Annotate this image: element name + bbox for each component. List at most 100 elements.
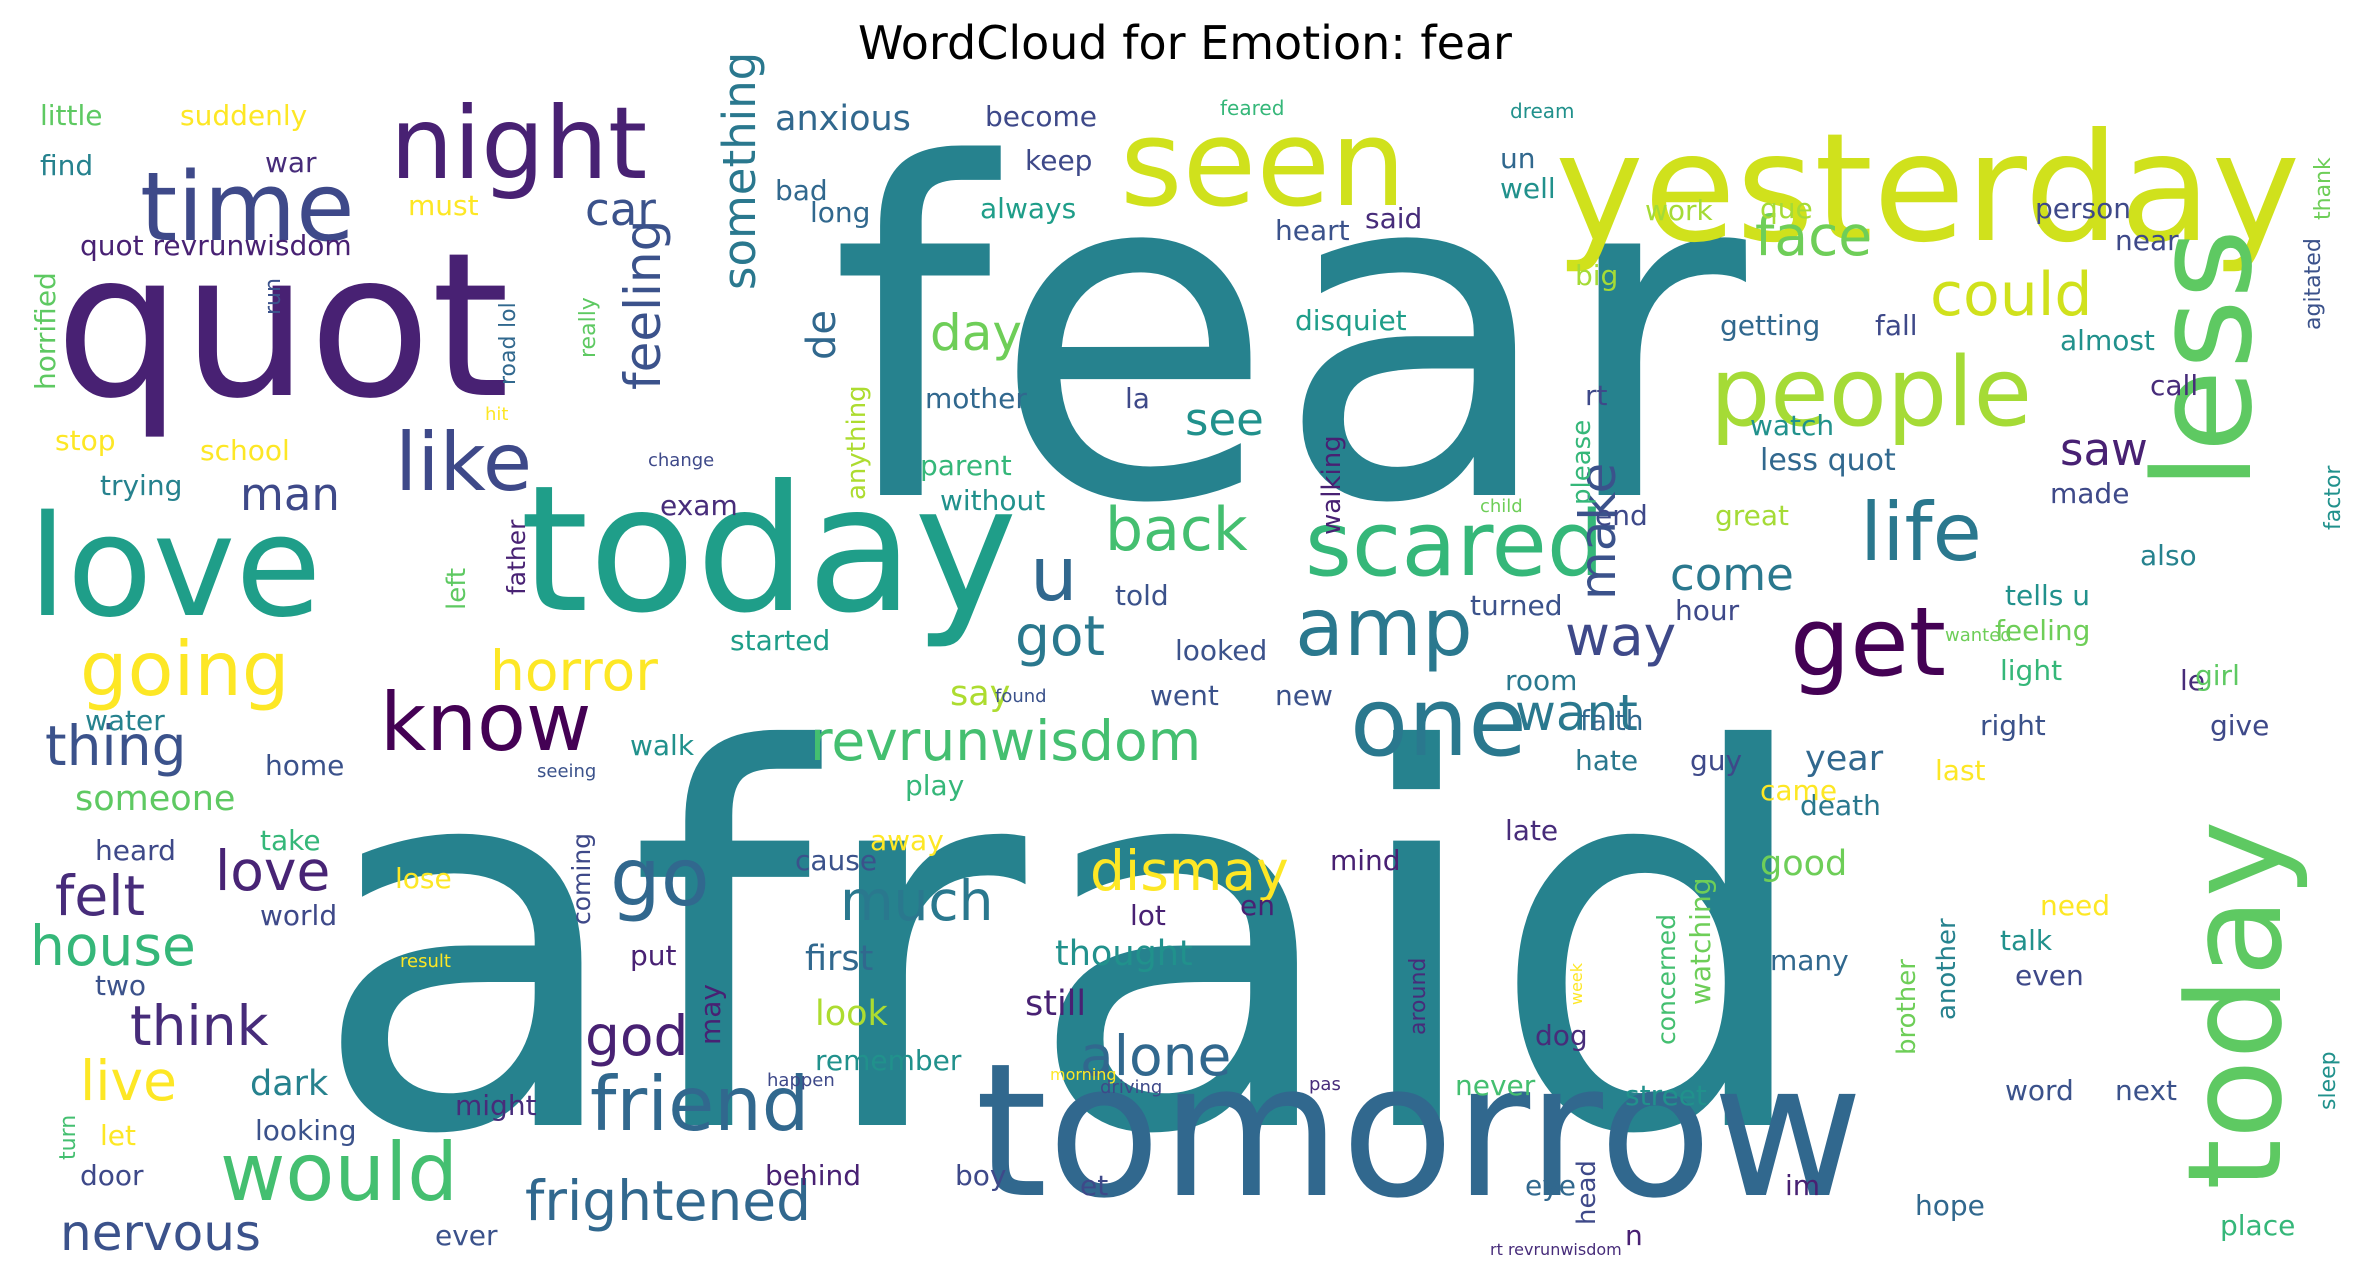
word-first: first (805, 939, 873, 979)
word-let: let (100, 1119, 136, 1152)
word-suddenly: suddenly (180, 99, 307, 132)
word-thing: thing (45, 714, 186, 778)
word-feeling: feeling (1995, 614, 2090, 647)
word-school: school (200, 434, 290, 467)
word-take: take (260, 824, 321, 857)
word-street: street (1625, 1079, 1707, 1112)
word-last: last (1935, 754, 1986, 787)
word-right: right (1980, 709, 2046, 742)
word-scared: scared (1305, 492, 1604, 597)
word-like: like (395, 416, 532, 509)
word-faith: faith (1580, 704, 1644, 737)
word-love: love (215, 839, 330, 903)
word-today: today (2159, 820, 2311, 1190)
word-la: la (1125, 382, 1150, 415)
word-sleep: sleep (2316, 1051, 2341, 1110)
word-face: face (1755, 204, 1872, 268)
word-rt: rt (1585, 379, 1608, 412)
word-quot: quot (55, 210, 510, 443)
word-day: day (930, 304, 1022, 362)
word-coming: coming (567, 833, 596, 925)
word-tells-u: tells u (2005, 579, 2090, 612)
word-would: would (220, 1126, 458, 1219)
word-went: went (1150, 679, 1219, 712)
word-n: n (1625, 1219, 1643, 1252)
word-must: must (408, 189, 479, 222)
word-amp: amp (1295, 581, 1473, 674)
word-two: two (95, 969, 146, 1002)
word-light: light (2000, 654, 2062, 687)
word-disquiet: disquiet (1295, 304, 1407, 337)
word-quot-revrunwisdom: quot revrunwisdom (80, 229, 352, 262)
word-came: came (1760, 774, 1837, 807)
word-alone: alone (1080, 1024, 1231, 1088)
word-word: word (2005, 1074, 2074, 1107)
word-back: back (1105, 495, 1248, 565)
word-le: le (2180, 664, 2205, 697)
word-always: always (980, 192, 1076, 225)
word-war: war (265, 146, 317, 179)
word-water: water (85, 704, 165, 737)
word-might: might (455, 1089, 537, 1122)
word-love: love (28, 486, 322, 649)
word-felt: felt (55, 864, 145, 928)
word-make: make (1569, 463, 1627, 600)
word-u: u (1030, 530, 1078, 618)
word-father: father (502, 519, 531, 595)
word-friend: friend (590, 1060, 809, 1148)
word-child: child (1480, 496, 1523, 517)
word-driving: driving (1100, 1077, 1162, 1098)
word-night: night (390, 85, 647, 202)
word-afraid: afraid (310, 642, 1819, 1248)
word-mind: mind (1330, 844, 1401, 877)
word-nervous: nervous (60, 1204, 261, 1262)
word-hate: hate (1575, 744, 1638, 777)
word-get: get (1790, 588, 1946, 698)
word-feared: feared (1220, 96, 1284, 120)
word-new: new (1275, 679, 1333, 712)
word-find: find (40, 149, 93, 182)
word-man: man (240, 468, 340, 521)
word-today: today (520, 449, 1018, 652)
word-horrified: horrified (29, 272, 62, 390)
word-result: result (400, 951, 451, 972)
word-getting: getting (1720, 309, 1820, 342)
word-give: give (2210, 709, 2269, 742)
word-heard: heard (95, 834, 176, 867)
word-et: et (1080, 1169, 1108, 1202)
word-another: another (1932, 918, 1962, 1020)
word-god: god (585, 1004, 688, 1068)
word-heart: heart (1275, 214, 1350, 247)
word-hour: hour (1675, 594, 1740, 627)
word-less: less (2125, 229, 2282, 490)
word-brother: brother (1892, 959, 1922, 1055)
word-play: play (905, 769, 964, 802)
word-horror: horror (490, 639, 658, 703)
word-dog: dog (1535, 1019, 1588, 1052)
word-year: year (1805, 739, 1884, 779)
chart-title: WordCloud for Emotion: fear (858, 16, 1512, 70)
word-keep: keep (1025, 144, 1092, 177)
word-watching: watching (1684, 878, 1717, 1005)
word-eye: eye (1525, 1169, 1576, 1202)
word-really: really (576, 297, 601, 358)
word-de: de (799, 310, 845, 360)
word-turn: turn (56, 1115, 81, 1160)
word-head: head (1572, 1160, 1602, 1225)
word-someone: someone (75, 779, 235, 819)
word-tomorrow: tomorrow (975, 1023, 1863, 1239)
word-looked: looked (1175, 634, 1267, 667)
word-think: think (130, 994, 269, 1058)
word-anything: anything (842, 385, 872, 500)
word-almost: almost (2060, 324, 2155, 357)
word-well: well (1500, 172, 1556, 205)
word-great: great (1715, 499, 1789, 532)
word-girl: girl (2195, 659, 2240, 692)
word-wanted: wanted (1945, 625, 2012, 646)
word-home: home (265, 749, 344, 782)
word-walk: walk (630, 729, 695, 762)
word-ever: ever (435, 1219, 498, 1252)
word-rt-revrunwisdom: rt revrunwisdom (1490, 1240, 1622, 1259)
word-bad: bad (775, 174, 828, 207)
word-near: near (2115, 224, 2179, 257)
